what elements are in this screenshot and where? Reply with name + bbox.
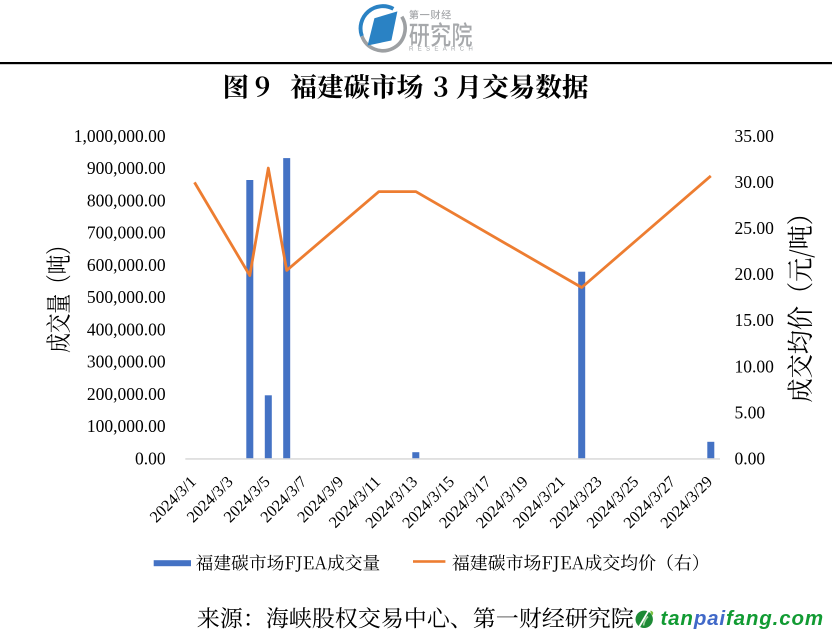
svg-text:300,000.00: 300,000.00 (87, 352, 166, 372)
svg-text:1,000,000.00: 1,000,000.00 (74, 126, 166, 146)
svg-text:25.00: 25.00 (735, 218, 775, 238)
svg-text:10.00: 10.00 (735, 356, 775, 376)
svg-text:tanpaifang.com: tanpaifang.com (661, 607, 824, 630)
svg-text:200,000.00: 200,000.00 (87, 384, 166, 404)
svg-text:100,000.00: 100,000.00 (87, 416, 166, 436)
svg-text:900,000.00: 900,000.00 (87, 158, 166, 178)
svg-text:600,000.00: 600,000.00 (87, 255, 166, 275)
svg-text:30.00: 30.00 (735, 172, 775, 192)
svg-text:0.00: 0.00 (735, 449, 766, 469)
svg-text:0.00: 0.00 (135, 449, 166, 469)
svg-text:15.00: 15.00 (735, 310, 775, 330)
svg-text:20.00: 20.00 (735, 264, 775, 284)
svg-text:5.00: 5.00 (735, 402, 766, 422)
svg-text:35.00: 35.00 (735, 126, 775, 146)
svg-text:500,000.00: 500,000.00 (87, 287, 166, 307)
svg-text:800,000.00: 800,000.00 (87, 190, 166, 210)
svg-text:700,000.00: 700,000.00 (87, 223, 166, 243)
svg-text:400,000.00: 400,000.00 (87, 319, 166, 339)
